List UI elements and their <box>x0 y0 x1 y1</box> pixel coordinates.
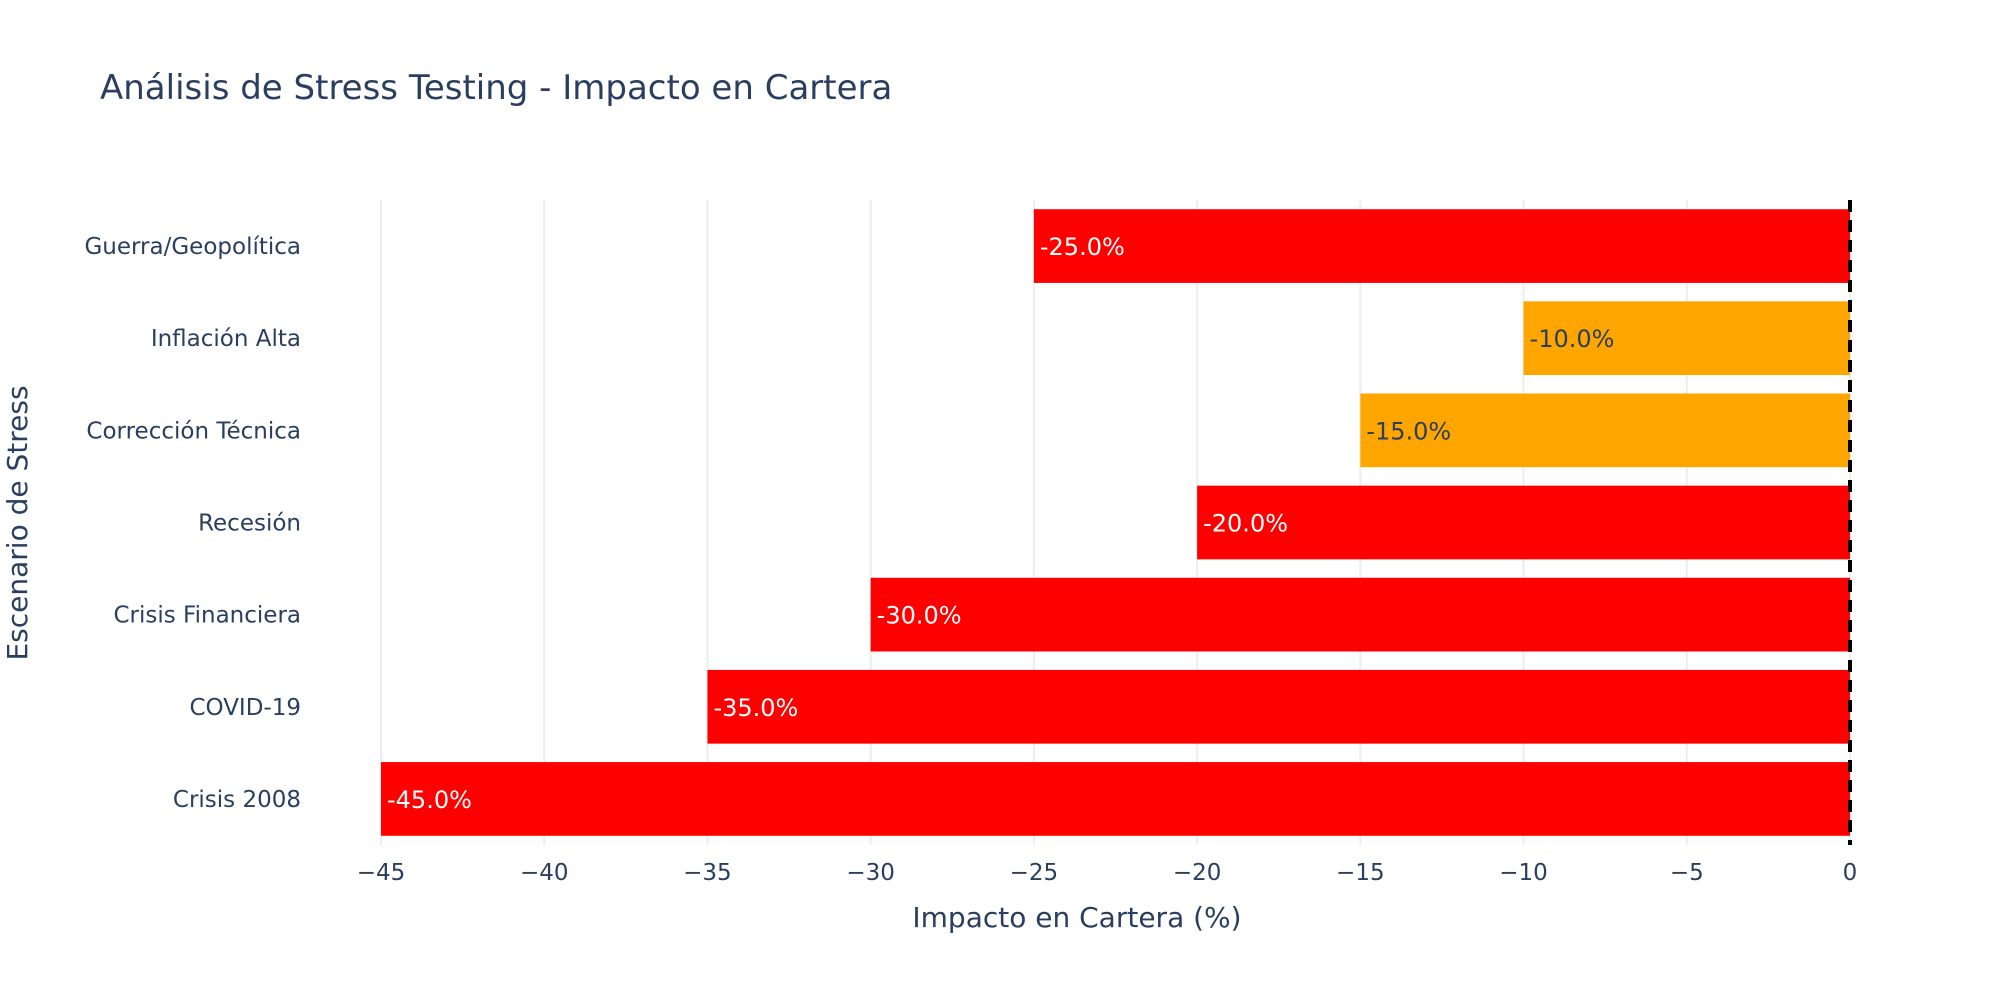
x-tick-label: −15 <box>1336 860 1385 886</box>
x-tick-label: −10 <box>1499 860 1548 886</box>
bar <box>707 669 1850 744</box>
bar-data-label: -35.0% <box>713 694 798 722</box>
bar-data-label: -45.0% <box>387 786 472 814</box>
y-category-label: Inflación Alta <box>151 326 301 352</box>
y-category-label: Corrección Técnica <box>86 418 301 444</box>
y-category-label: COVID-19 <box>189 695 301 721</box>
bar-data-label: -20.0% <box>1203 510 1288 538</box>
y-axis-title: Escenario de Stress <box>1 385 34 660</box>
y-category-label: Recesión <box>198 511 301 537</box>
bar-data-label: -25.0% <box>1040 233 1125 261</box>
bar <box>1360 393 1850 468</box>
bar <box>381 762 1850 836</box>
x-tick-label: −20 <box>1173 860 1222 886</box>
bar <box>1197 485 1850 560</box>
chart-title: Análisis de Stress Testing - Impacto en … <box>100 68 892 108</box>
x-tick-label: −25 <box>1010 860 1059 886</box>
y-category-label: Crisis 2008 <box>173 787 301 813</box>
x-tick-label: −45 <box>357 860 406 886</box>
x-tick-label: −30 <box>846 860 895 886</box>
x-tick-label: 0 <box>1843 860 1858 886</box>
bar-data-label: -30.0% <box>877 602 962 630</box>
x-tick-label: −5 <box>1670 860 1704 886</box>
x-axis-ticks: −45 −40 −35 −30 −25 −20 −15 −10 −5 0 <box>357 860 1858 886</box>
y-category-label: Guerra/Geopolítica <box>84 234 301 260</box>
y-axis-categories: Crisis 2008 COVID-19 Crisis Financiera Rece… <box>84 234 301 813</box>
x-tick-label: −40 <box>520 860 569 886</box>
x-axis-title: Impacto en Cartera (%) <box>912 901 1241 934</box>
x-tick-label: −35 <box>683 860 732 886</box>
bar-data-label: -15.0% <box>1366 417 1451 445</box>
bar-data-label: -10.0% <box>1530 325 1615 353</box>
y-category-label: Crisis Financiera <box>113 603 301 629</box>
bar <box>870 577 1850 652</box>
bar <box>1523 301 1850 376</box>
bars: -45.0% -35.0% -30.0% -20.0% -15.0% -10.0% -25.… <box>381 209 1850 836</box>
bar <box>1033 209 1850 283</box>
